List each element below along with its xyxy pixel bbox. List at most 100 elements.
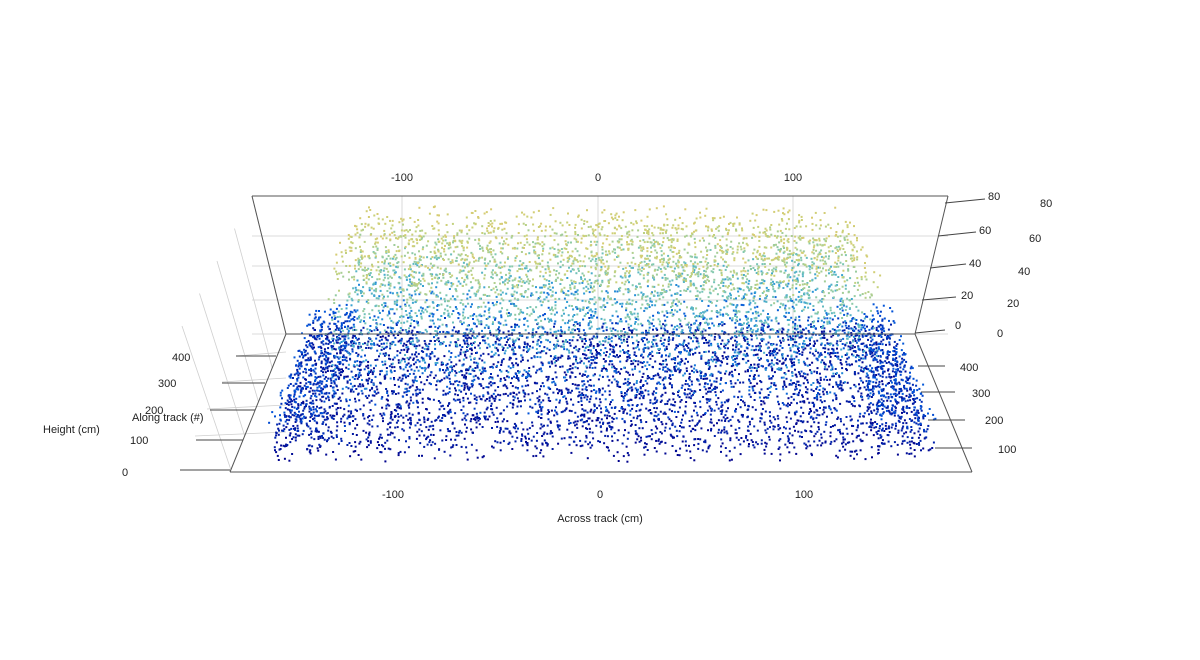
- data-point: [889, 376, 892, 379]
- data-point: [544, 229, 547, 232]
- data-point: [590, 390, 593, 393]
- data-point: [888, 351, 891, 353]
- data-point: [320, 349, 323, 352]
- data-point: [765, 297, 768, 299]
- data-point: [812, 237, 815, 240]
- data-point: [540, 304, 543, 307]
- data-point: [405, 278, 408, 281]
- data-point: [340, 327, 343, 330]
- data-point: [793, 227, 796, 229]
- data-point: [884, 333, 887, 336]
- data-point: [672, 331, 675, 333]
- data-point: [803, 362, 806, 365]
- data-point: [524, 224, 527, 226]
- data-point: [666, 218, 669, 221]
- data-point: [587, 226, 590, 228]
- data-point: [340, 322, 343, 325]
- data-point: [887, 335, 890, 338]
- data-point: [753, 374, 756, 376]
- data-point: [816, 244, 819, 247]
- data-point: [671, 279, 674, 282]
- data-point: [801, 353, 804, 356]
- data-point: [394, 336, 397, 339]
- data-point: [873, 353, 876, 356]
- data-point: [832, 385, 834, 388]
- data-point: [476, 364, 479, 367]
- data-point: [499, 369, 501, 372]
- data-point: [462, 261, 465, 264]
- data-point: [345, 312, 348, 314]
- data-point: [881, 328, 884, 331]
- data-point: [889, 337, 891, 340]
- data-point: [581, 299, 584, 302]
- data-point: [526, 215, 529, 218]
- data-point: [397, 378, 400, 381]
- data-point: [498, 326, 500, 329]
- data-point: [613, 248, 615, 251]
- data-point: [310, 367, 312, 370]
- data-point: [801, 271, 804, 274]
- data-point: [494, 395, 497, 398]
- data-point: [639, 239, 642, 242]
- data-point: [422, 350, 425, 353]
- data-point: [784, 269, 787, 272]
- data-point: [681, 384, 684, 387]
- data-point: [734, 349, 737, 352]
- data-point: [822, 347, 825, 350]
- data-point: [635, 220, 638, 223]
- data-point: [312, 343, 315, 346]
- data-point: [869, 364, 872, 367]
- data-point: [787, 253, 790, 256]
- data-point: [662, 288, 665, 291]
- data-point: [661, 228, 664, 231]
- data-point: [610, 360, 613, 363]
- data-point: [706, 263, 709, 266]
- data-point: [370, 369, 373, 372]
- data-point: [351, 350, 354, 353]
- data-point: [830, 335, 833, 338]
- data-point: [480, 297, 482, 300]
- data-point: [526, 372, 529, 375]
- data-point: [334, 328, 337, 331]
- data-point: [594, 311, 597, 313]
- data-point: [627, 355, 630, 358]
- data-point: [374, 281, 377, 284]
- data-point: [684, 262, 687, 265]
- data-point: [704, 214, 707, 217]
- data-point: [824, 363, 827, 366]
- data-point: [525, 265, 528, 267]
- data-point: [751, 331, 754, 334]
- data-point: [739, 318, 741, 321]
- data-point: [393, 377, 395, 379]
- data-point: [559, 356, 562, 359]
- data-point: [625, 320, 628, 323]
- data-point: [532, 310, 535, 313]
- data-point: [732, 303, 735, 306]
- data-point: [657, 312, 660, 315]
- data-point: [419, 306, 422, 309]
- data-point: [901, 357, 904, 360]
- data-point: [811, 222, 814, 225]
- data-point: [864, 327, 866, 330]
- data-point: [296, 359, 299, 362]
- data-point: [620, 395, 623, 397]
- data-point: [347, 234, 350, 236]
- data-point: [413, 320, 416, 322]
- data-point: [418, 250, 420, 253]
- data-point: [611, 240, 614, 243]
- data-point: [710, 342, 713, 345]
- data-point: [515, 377, 518, 379]
- data-point: [435, 388, 438, 391]
- data-point: [339, 349, 342, 352]
- data-point: [854, 337, 857, 340]
- data-point: [756, 330, 759, 333]
- data-point: [640, 354, 642, 357]
- data-point: [311, 389, 314, 392]
- data-point: [354, 247, 357, 250]
- data-point: [466, 265, 469, 268]
- data-point: [377, 217, 380, 220]
- data-point: [484, 305, 487, 308]
- data-point: [320, 352, 323, 355]
- data-point: [684, 314, 687, 317]
- data-point: [619, 345, 621, 348]
